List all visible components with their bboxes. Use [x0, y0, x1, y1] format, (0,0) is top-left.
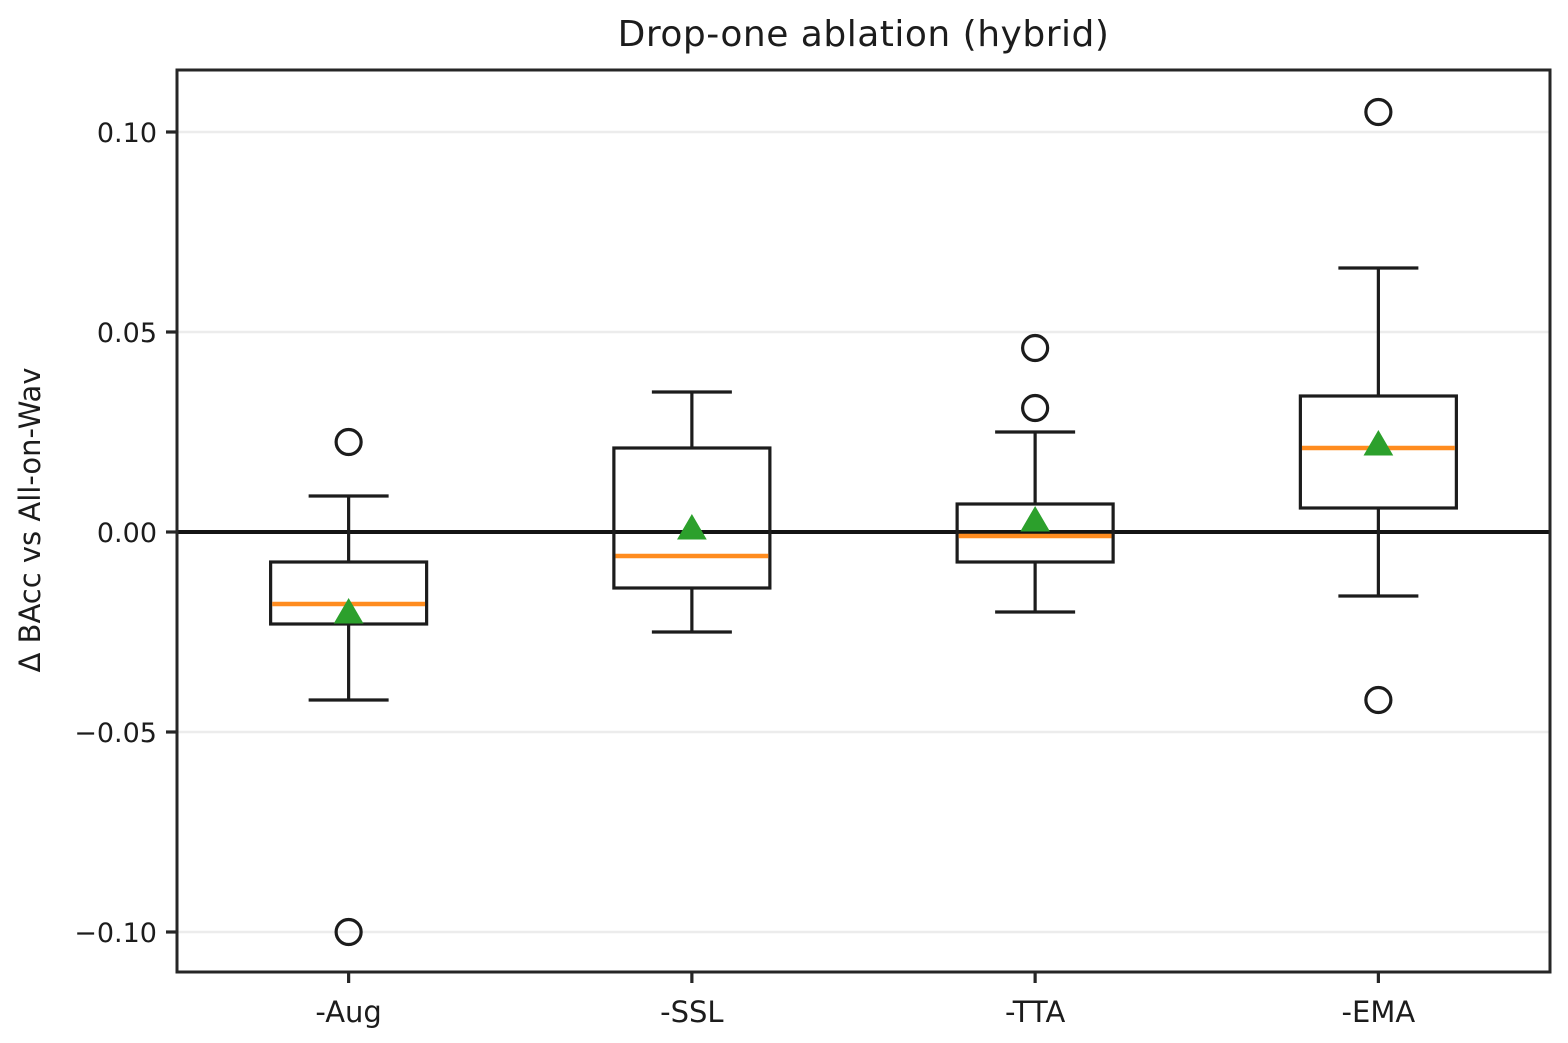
outlier-marker-ema [1364, 685, 1393, 715]
x-tick-label: -TTA [1005, 995, 1065, 1029]
outlier-marker-ema [1364, 97, 1393, 127]
mean-marker-ema [1363, 430, 1394, 456]
mean-marker-ssl [677, 514, 707, 540]
x-tick-label: -SSL [660, 995, 723, 1029]
y-tick-label: 0.00 [97, 518, 157, 549]
box-aug [269, 560, 429, 626]
outlier-marker-tta [1021, 393, 1050, 423]
x-tick-label: -Aug [315, 995, 381, 1029]
chart-title: Drop-one ablation (hybrid) [617, 14, 1110, 55]
box-tta [955, 502, 1115, 564]
y-tick-label: −0.05 [74, 718, 157, 749]
x-tick-label: -EMA [1342, 995, 1416, 1029]
outlier-marker-aug [334, 427, 363, 457]
box-ssl [612, 446, 772, 590]
mean-marker-tta [1020, 506, 1050, 532]
outlier-marker-aug [334, 917, 363, 947]
y-tick-label: 0.05 [97, 318, 157, 349]
y-axis-label: Δ BAcc vs All-on-Wav [13, 367, 47, 673]
outlier-marker-tta [1021, 333, 1050, 363]
plot-border [175, 68, 1552, 974]
y-tick-label: 0.10 [97, 118, 157, 149]
mean-marker-aug [333, 598, 364, 624]
box-ema [1298, 394, 1458, 510]
y-tick-label: −0.10 [74, 918, 157, 949]
